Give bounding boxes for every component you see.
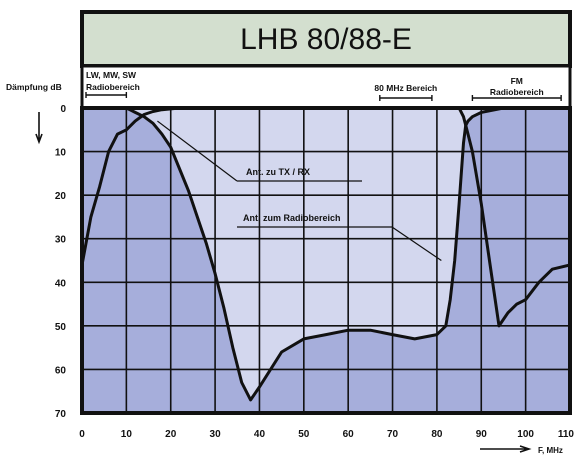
y-tick-label: 20 [55, 191, 67, 202]
callout-tx-label: Ant. zu TX / RX [246, 167, 310, 177]
band-fm-label: FM [511, 76, 523, 86]
tx-passband-fill [82, 108, 570, 400]
y-axis-arrow [35, 112, 43, 145]
x-tick-label: 110 [558, 429, 575, 440]
y-tick-label: 10 [55, 148, 67, 159]
band-fm-sublabel: Radiobereich [490, 87, 544, 97]
x-tick-label: 70 [387, 429, 399, 440]
y-tick-label: 70 [55, 409, 67, 420]
band-lw-sublabel: Radiobereich [86, 82, 140, 92]
x-tick-label: 30 [210, 429, 222, 440]
band-lw-label: LW, MW, SW [86, 70, 137, 80]
y-tick-label: 50 [55, 322, 67, 333]
callout-radio-leader [237, 226, 442, 261]
x-tick-label: 20 [165, 429, 177, 440]
x-tick-label: 60 [343, 429, 355, 440]
x-axis-label: F, MHz [538, 446, 563, 455]
chart-title: LHB 80/88-E [240, 23, 412, 56]
band-range-marker [471, 95, 562, 101]
band-range-marker [85, 92, 128, 98]
callout-radio-label: Ant. zum Radiobereich [243, 213, 341, 223]
y-tick-label: 40 [55, 278, 67, 289]
y-tick-label: 60 [55, 365, 67, 376]
callout-tx-leader [157, 120, 362, 182]
plot-frame [80, 106, 572, 415]
x-tick-label: 100 [517, 429, 534, 440]
x-tick-label: 40 [254, 429, 266, 440]
y-tick-label: 0 [60, 104, 66, 115]
y-tick-label: 30 [55, 235, 67, 246]
band-range-marker [379, 95, 433, 101]
x-axis-arrow [480, 445, 532, 453]
x-tick-label: 80 [431, 429, 443, 440]
x-tick-label: 10 [121, 429, 133, 440]
y-axis-label: Dämpfung dB [6, 82, 62, 92]
x-tick-label: 50 [298, 429, 310, 440]
band-80mhz-label: 80 MHz Bereich [374, 83, 437, 93]
x-tick-label: 90 [476, 429, 488, 440]
x-tick-label: 0 [79, 429, 85, 440]
